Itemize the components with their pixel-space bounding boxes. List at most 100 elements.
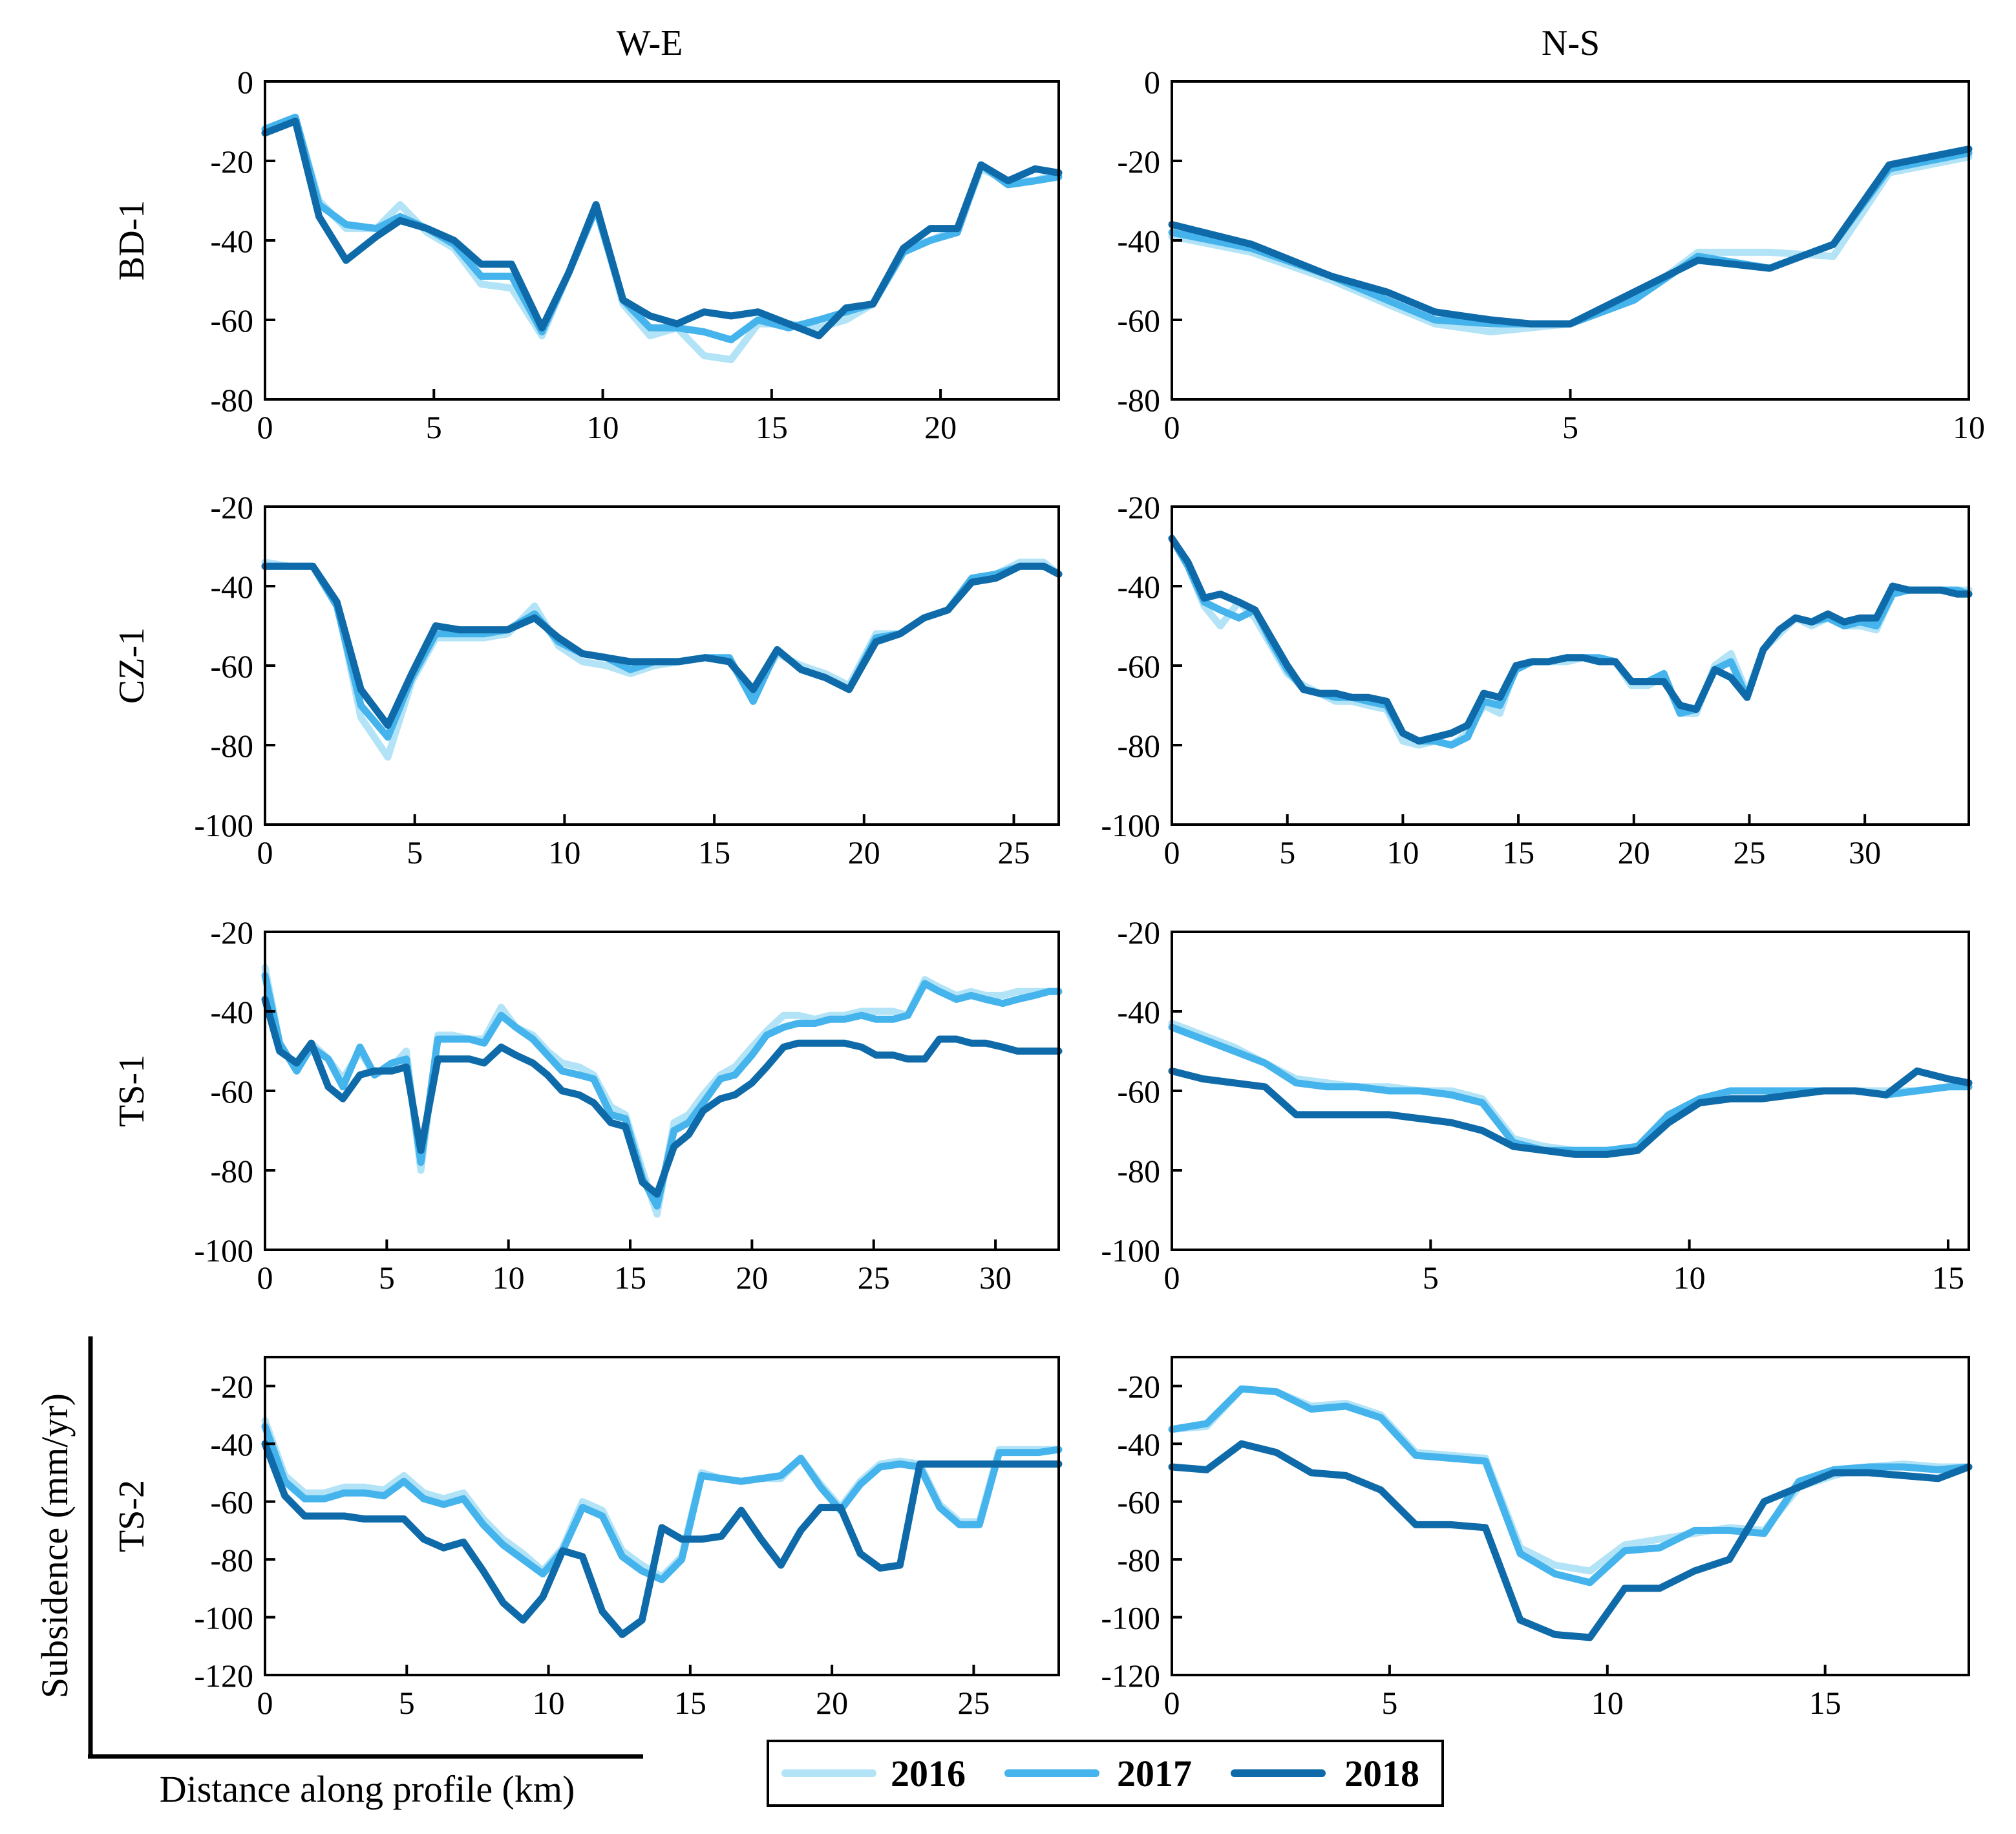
panel-3-ns-xtick-label: 15: [1932, 1260, 1964, 1296]
panel-2-ns-xtick-label: 5: [1279, 834, 1295, 870]
panel-2-we-series-2018: [261, 562, 1063, 729]
panel-2-ns-ytick-label: -100: [1101, 807, 1160, 843]
panel-4-we-xtick-label: 5: [399, 1685, 415, 1721]
panel-1-we-series-2018: [261, 118, 1063, 340]
panel-1-we-xtick-label: 15: [756, 409, 788, 445]
legend: 2016 2017 2018: [767, 1740, 1444, 1807]
panel-2-ns-xtick-label: 25: [1733, 834, 1765, 870]
panel-2-we-xtick-label: 25: [997, 834, 1030, 870]
panel-1-ns-series-2018: [1168, 145, 1973, 328]
legend-label-2016: 2016: [891, 1753, 966, 1795]
panel-4-we-ytick-label: -20: [210, 1369, 253, 1405]
panel-1-we-ytick-label: -40: [210, 223, 253, 259]
panel-2-ns-xtick-label: 20: [1618, 834, 1650, 870]
panel-4-ns-ytick-label: -60: [1117, 1484, 1160, 1521]
panel-3-we-ytick-label: -40: [210, 994, 253, 1030]
panel-4-we-xtick-label: 10: [533, 1685, 565, 1721]
panel-2-ns-xtick-label: 0: [1164, 834, 1180, 870]
panel-3-we-ytick-label: -100: [194, 1232, 253, 1269]
panel-3-ns-ytick-label: -20: [1117, 914, 1160, 951]
panel-3-we-xtick-label: 0: [257, 1260, 273, 1296]
panel-3-ns-xtick-label: 0: [1164, 1260, 1180, 1296]
panel-2-we-ytick-label: -20: [210, 489, 253, 525]
panel-2-ns-xtick-label: 30: [1849, 834, 1881, 870]
panel-2-we-xtick-label: 10: [548, 834, 580, 870]
panel-2-we-ytick-label: -80: [210, 728, 253, 764]
panel-4-we-xtick-label: 0: [257, 1685, 273, 1721]
panel-2-ns-series-2016: [1168, 534, 1973, 749]
panel-1-ns-ytick-label: -60: [1117, 302, 1160, 339]
panel-3-ns-ytick-label: -100: [1101, 1232, 1160, 1269]
panel-2-we-xtick-label: 20: [848, 834, 880, 870]
panel-2-ns-ytick-label: -40: [1117, 569, 1160, 605]
panel-4-we-ytick-label: -60: [210, 1484, 253, 1521]
panel-3-we-xtick-label: 5: [379, 1260, 395, 1296]
panel-2-we-xtick-label: 0: [257, 834, 273, 870]
panel-1-ns-ytick-label: -40: [1117, 223, 1160, 259]
panel-3-we-ytick-label: -80: [210, 1153, 253, 1189]
panel-1-ns-ytick-label: -80: [1117, 382, 1160, 418]
panel-1-we-xtick-label: 5: [426, 409, 442, 445]
panel-2-ns-xtick-label: 15: [1502, 834, 1534, 870]
legend-label-2018: 2018: [1344, 1753, 1419, 1795]
panel-2-we-xtick-label: 5: [407, 834, 423, 870]
panel-1-we-ytick-label: -80: [210, 382, 253, 418]
legend-box: [767, 1740, 1444, 1807]
panel-3-ns-series-2018: [1168, 1067, 1973, 1158]
panel-4-we-series-2017: [261, 1422, 1063, 1583]
panel-4-we-ytick-label: -40: [210, 1426, 253, 1462]
panel-1-we-series-2017: [261, 113, 1063, 344]
panel-1-we-ytick-label: -60: [210, 302, 253, 339]
panel-3-ns-ytick-label: -60: [1117, 1073, 1160, 1110]
panel-4-ns-frame: [1171, 1356, 1970, 1676]
panel-4-we-xtick-label: 25: [957, 1685, 990, 1721]
panel-1-ns-series-2016: [1168, 153, 1973, 335]
panel-4-ns-ytick-label: -20: [1117, 1369, 1160, 1405]
panel-3-we-xtick-label: 10: [493, 1260, 525, 1296]
panel-3-we-ytick-label: -20: [210, 914, 253, 951]
panel-1-we-ytick-label: -20: [210, 143, 253, 180]
panel-4-we-ytick-label: -100: [194, 1600, 253, 1636]
panel-2-we-series-2017: [261, 562, 1063, 741]
panel-4-we-xtick-label: 15: [674, 1685, 706, 1721]
panel-3-ns-ytick-label: -40: [1117, 994, 1160, 1030]
row-label-ts-1: TS-1: [112, 1055, 152, 1127]
x-axis-title: Distance along profile (km): [160, 1768, 575, 1810]
panel-4-ns-ytick-label: -80: [1117, 1542, 1160, 1578]
panel-2-ns-ytick-label: -60: [1117, 648, 1160, 684]
panel-1-ns-ytick-label: -20: [1117, 143, 1160, 180]
panel-2-ns-xtick-label: 10: [1386, 834, 1419, 870]
panel-1-ns-xtick-label: 0: [1164, 409, 1180, 445]
panel-4-ns-ytick-label: -40: [1117, 1426, 1160, 1462]
column-title-ns: N-S: [1542, 23, 1600, 63]
panel-3-we-xtick-label: 25: [858, 1260, 890, 1296]
panel-4-we-frame: [264, 1356, 1060, 1676]
panel-4-we-series-2018: [261, 1440, 1063, 1638]
panel-3-we-ytick-label: -60: [210, 1073, 253, 1110]
row-label-bd-1: BD-1: [112, 200, 152, 280]
row-label-ts-2: TS-2: [112, 1480, 152, 1552]
panel-3-ns-ytick-label: -80: [1117, 1153, 1160, 1189]
panel-1-we-xtick-label: 20: [924, 409, 957, 445]
panel-1-ns-xtick-label: 5: [1562, 409, 1578, 445]
panel-1-we-xtick-label: 0: [257, 409, 273, 445]
panel-4-ns-xtick-label: 0: [1164, 1685, 1180, 1721]
panel-2-ns-series-2017: [1168, 534, 1973, 749]
panel-1-we-ytick-label: 0: [237, 64, 253, 100]
panel-4-ns-ytick-label: -100: [1101, 1600, 1160, 1636]
panel-3-we-xtick-label: 15: [614, 1260, 646, 1296]
row-label-cz-1: CZ-1: [112, 627, 152, 704]
panel-2-ns-ytick-label: -20: [1117, 489, 1160, 525]
panel-3-ns-xtick-label: 10: [1673, 1260, 1706, 1296]
panel-3-we-xtick-label: 20: [736, 1260, 768, 1296]
panel-1-ns-xtick-label: 10: [1953, 409, 1985, 445]
panel-4-we-ytick-label: -120: [194, 1658, 253, 1694]
